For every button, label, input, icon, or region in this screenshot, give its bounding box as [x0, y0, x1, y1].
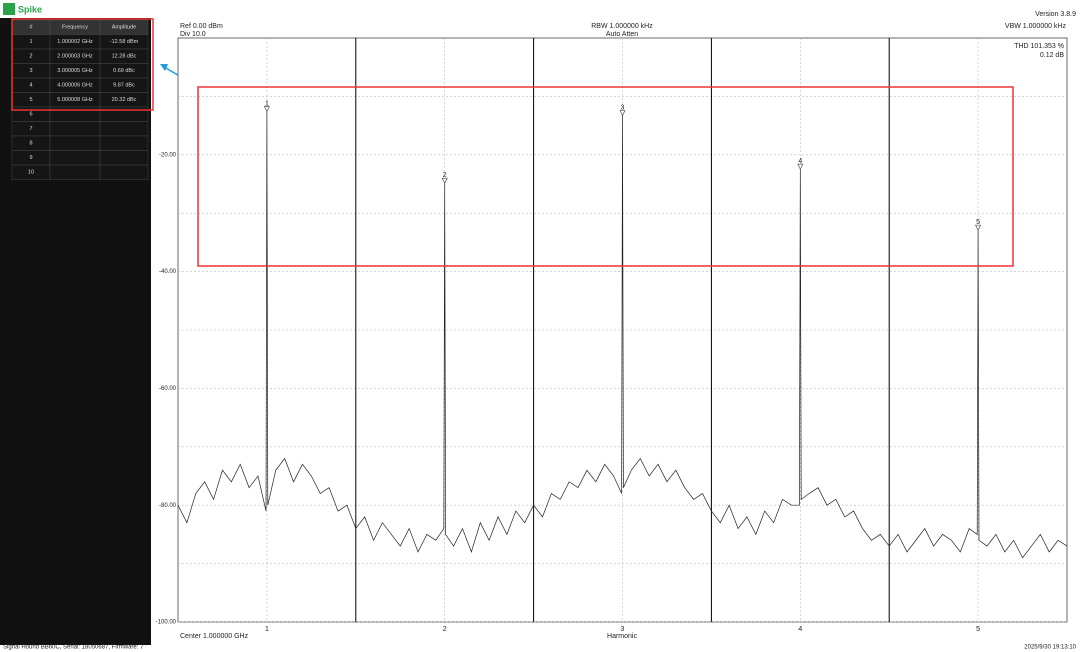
marker-table: # Frequency Amplitude 1 1.000002 GHz -12.58 d…: [11, 19, 149, 180]
version: Version 3.8.9: [1035, 11, 1076, 18]
y-tick-label: -20.00: [159, 152, 177, 158]
table-cell: [99, 121, 149, 137]
table-cell-text: 7: [29, 126, 32, 132]
logo-icon: [3, 3, 15, 15]
highlight-box: [197, 86, 1014, 267]
marker-label: 5: [976, 219, 980, 226]
table-cell-text: 3: [29, 68, 32, 74]
table-cell: [99, 106, 149, 122]
marker: [263, 106, 270, 113]
status: Signal Hound BB60C, Serial: 18050687, Fi…: [3, 645, 144, 651]
x-tick-label: 2: [443, 626, 447, 633]
table-header: Frequency: [62, 25, 88, 31]
table-header: #: [29, 25, 33, 31]
table-cell-text: 5.000008 GHz: [57, 97, 93, 103]
x-tick-label: 1: [265, 626, 269, 633]
table-cell-text: 2.000003 GHz: [57, 54, 93, 60]
table-cell-text: 2: [29, 54, 32, 60]
marker-label: 2: [443, 172, 447, 179]
x-axis-label: Harmonic: [607, 633, 637, 640]
table-cell: [49, 164, 101, 180]
table-cell-text: 1: [29, 39, 32, 45]
marker: [797, 163, 804, 170]
atten: Auto Atten: [606, 31, 638, 38]
table-cell: [49, 150, 101, 166]
table-cell-text: 20.32 dBc: [112, 97, 137, 103]
logo: Spike: [18, 4, 42, 14]
marker-label: 4: [798, 158, 802, 165]
center: Center 1.000000 GHz: [180, 633, 249, 640]
table-header: Amplitude: [112, 25, 136, 31]
table-cell-text: 10: [28, 170, 34, 176]
table-cell-text: 4.000006 GHz: [57, 83, 93, 89]
table-cell-text: 5: [29, 97, 32, 103]
marker: [975, 224, 982, 231]
table-cell-text: -12.58 dBm: [110, 39, 139, 45]
arrow-head: [160, 64, 168, 71]
vbw: VBW 1.000000 kHz: [1005, 23, 1067, 30]
highlight-box: [11, 18, 154, 111]
table-cell: [49, 121, 101, 137]
table-cell-text: 12.28 dBc: [112, 54, 137, 60]
marker: [619, 110, 626, 117]
y-tick-label: -60.00: [159, 386, 177, 392]
table-cell: [99, 164, 149, 180]
x-tick-label: 4: [798, 626, 802, 633]
table-cell: [49, 106, 101, 122]
thd-db: 0.12 dB: [1040, 52, 1064, 59]
marker-label: 3: [621, 104, 625, 111]
table-cell-text: 3.000005 GHz: [57, 68, 93, 74]
table-cell: [49, 135, 101, 151]
div: Div 10.0: [180, 31, 206, 38]
plot: -20.00 -40.00 -60.00 -80.00 -100.00 1 2 3 4 5 1 2 3 4…: [156, 37, 1068, 633]
x-tick-label: 3: [621, 626, 625, 633]
table-cell-text: 1.000002 GHz: [57, 39, 93, 45]
table-cell: [99, 135, 149, 151]
y-tick-label: -80.00: [159, 503, 177, 509]
x-tick-label: 5: [976, 626, 980, 633]
thd: THD 101.353 %: [1014, 43, 1064, 50]
table-cell-text: 9.87 dBc: [113, 83, 135, 89]
table-cell-text: 8: [29, 141, 32, 147]
table-cell: [99, 150, 149, 166]
ref-level: Ref 0.00 dBm: [180, 23, 223, 30]
marker: [441, 177, 448, 184]
timestamp: 2025/9/30 19:13:10: [1024, 645, 1076, 651]
rbw: RBW 1.000000 kHz: [591, 23, 653, 30]
table-cell-text: 9: [29, 155, 32, 161]
table-cell-text: 4: [29, 83, 32, 89]
y-tick-label: -40.00: [159, 269, 177, 275]
y-tick-label: -100.00: [156, 620, 177, 626]
table-cell-text: 0.69 dBc: [113, 68, 135, 74]
marker-label: 1: [265, 100, 269, 107]
table-cell-text: 6: [29, 112, 32, 118]
